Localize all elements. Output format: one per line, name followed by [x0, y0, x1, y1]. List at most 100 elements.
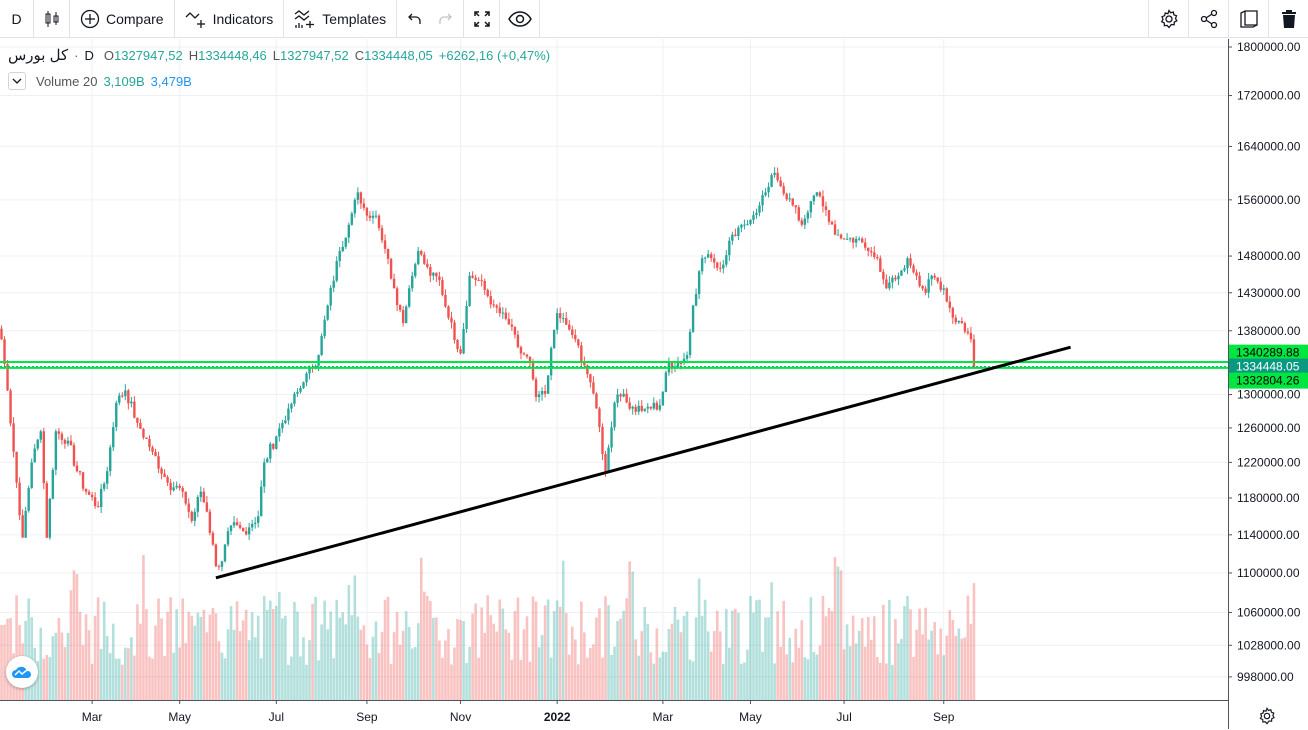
volume-bar	[954, 635, 958, 700]
collapse-legend-button[interactable]	[8, 72, 26, 90]
volume-bar	[66, 632, 70, 700]
time-tick-label: Mar	[653, 710, 674, 724]
candle-body	[299, 387, 302, 392]
volume-bar	[202, 609, 206, 700]
volume-bar	[882, 604, 885, 700]
candle-body	[453, 322, 456, 340]
volume-bar	[619, 618, 622, 700]
volume-bar	[827, 607, 831, 700]
snapshot-button[interactable]	[1228, 0, 1268, 38]
candle-body	[728, 240, 731, 256]
candle-body	[178, 485, 181, 489]
chart-type-button[interactable]	[34, 0, 70, 38]
candle-body	[725, 255, 728, 265]
low-label: L	[272, 47, 281, 63]
candle-body	[175, 485, 178, 488]
volume-bar	[558, 606, 562, 700]
settings-button[interactable]	[1148, 0, 1188, 38]
candle-body	[969, 332, 973, 340]
compare-button[interactable]: Compare	[70, 0, 175, 38]
candle-body	[290, 403, 293, 409]
candle-body	[900, 270, 903, 276]
candle-body	[489, 296, 492, 305]
interval-button[interactable]: D	[0, 0, 34, 38]
right-toolbar	[1148, 0, 1308, 38]
candle-body	[833, 224, 837, 235]
candle-body	[296, 391, 299, 394]
time-tick-label: May	[739, 710, 762, 724]
volume-bar	[927, 639, 930, 700]
volume-bar	[749, 596, 752, 700]
candle-body	[96, 505, 100, 508]
volume-bar	[293, 601, 296, 700]
price-tick-label: 1720000.00	[1237, 89, 1301, 103]
candle-body	[444, 294, 447, 307]
volume-bar	[646, 623, 650, 700]
volume-bar	[181, 598, 184, 700]
undo-icon[interactable]	[407, 11, 423, 27]
templates-button[interactable]: Templates	[284, 0, 398, 38]
candle-body	[220, 561, 224, 567]
volume-label: Volume 20	[36, 73, 98, 89]
volume-legend: Volume 20 3,109B 3,479B	[8, 72, 192, 90]
volume-bar	[866, 616, 870, 700]
volume-bar	[154, 625, 157, 700]
price-tick-label: 1220000.00	[1237, 455, 1301, 469]
volume-bar	[740, 663, 743, 700]
candle-body	[595, 393, 598, 409]
candle-body	[818, 192, 822, 197]
candle-body	[21, 515, 24, 538]
undo-redo-group	[397, 0, 465, 38]
candle-body	[634, 406, 637, 412]
candle-body	[42, 431, 45, 484]
indicators-button[interactable]: Indicators	[175, 0, 285, 38]
visibility-button[interactable]	[500, 0, 541, 38]
volume-bar	[423, 591, 426, 700]
volume-bar	[725, 609, 728, 700]
candle-body	[187, 503, 190, 512]
price-chart[interactable]: 1800000.00 1720000.00 1640000.00 1560000.00…	[0, 39, 1308, 729]
candle-body	[223, 544, 227, 562]
volume-bar	[350, 615, 354, 700]
symbol-name[interactable]: کل بورس	[8, 47, 69, 64]
trash-icon	[1281, 10, 1297, 28]
volume-bar	[114, 658, 118, 700]
candle-body	[568, 324, 571, 330]
volume-bar	[353, 575, 357, 700]
candle-body	[752, 215, 755, 220]
volume-bar	[676, 619, 680, 700]
volume-bar	[211, 608, 215, 700]
volume-bar	[160, 618, 163, 700]
templates-icon	[294, 9, 316, 29]
volume-bar	[359, 629, 363, 700]
volume-bar	[465, 663, 468, 700]
delete-button[interactable]	[1268, 0, 1308, 38]
volume-bar	[728, 647, 731, 700]
candle-body	[734, 234, 737, 236]
volume-bar	[130, 637, 133, 700]
volume-bar	[253, 637, 257, 700]
candle-body	[604, 453, 607, 472]
volume-bar	[145, 609, 148, 700]
volume-bar	[679, 632, 683, 700]
candle-body	[151, 447, 154, 452]
axis-settings-button[interactable]	[1258, 707, 1276, 730]
volume-bar	[404, 611, 408, 700]
candle-body	[655, 402, 659, 410]
candle-body	[411, 275, 414, 289]
gear-icon	[1159, 9, 1179, 29]
share-button[interactable]	[1188, 0, 1228, 38]
volume-bar	[81, 645, 85, 700]
volume-bar	[302, 637, 305, 700]
volume-bar	[48, 657, 52, 700]
fullscreen-button[interactable]	[464, 0, 501, 38]
volume-bar	[416, 623, 420, 700]
redo-icon[interactable]	[437, 11, 453, 27]
tradingview-logo[interactable]	[6, 656, 38, 688]
candle-body	[773, 172, 776, 176]
volume-bar	[909, 609, 912, 700]
volume-bar	[241, 620, 245, 700]
volume-bar	[800, 620, 804, 700]
volume-bar	[287, 664, 290, 700]
candle-body	[247, 527, 251, 535]
